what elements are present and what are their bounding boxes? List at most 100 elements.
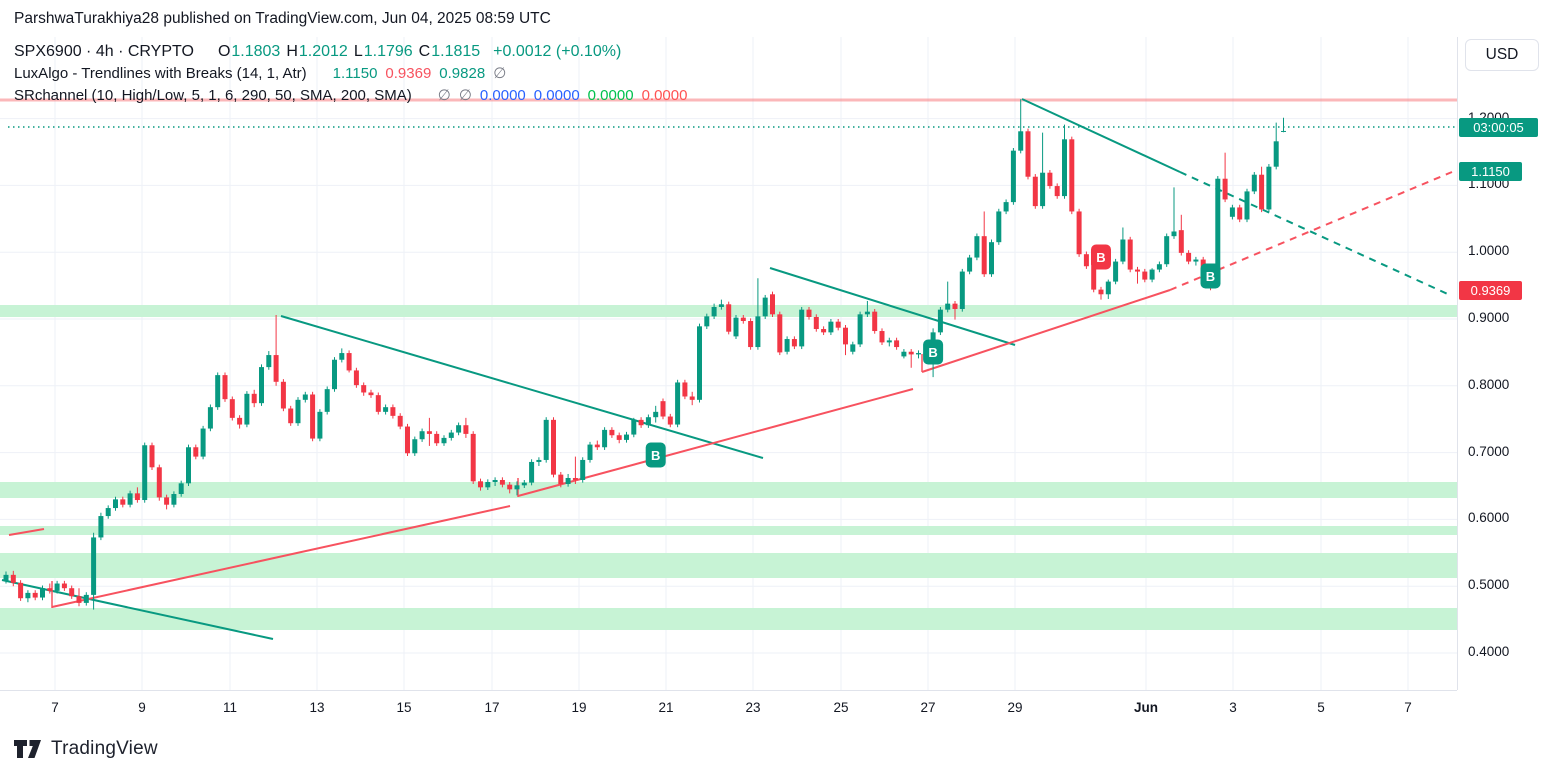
candle [631,419,637,435]
candle [149,445,155,468]
candle [200,428,206,457]
candle [864,311,870,315]
candlestick-chart[interactable]: B B B B [0,37,1457,690]
candle [1083,254,1089,267]
indicator-srchannel-name[interactable]: SRchannel (10, High/Low, 5, 1, 6, 290, 5… [14,87,412,104]
time-tick-label: 21 [658,700,674,715]
candle [10,574,16,583]
indicator-luxalgo-name[interactable]: LuxAlgo - Trendlines with Breaks (14, 1,… [14,65,307,82]
candle [580,459,586,480]
candle [361,385,367,393]
hlines-layer [0,98,1457,128]
candle [602,429,608,448]
trendlines-layer [1,98,1453,640]
candle [127,493,133,505]
candle [1164,236,1170,265]
candle [54,583,60,591]
candle [412,439,418,454]
symbol-title[interactable]: SPX6900 · 4h · CRYPTO [14,43,194,60]
candle [594,444,600,448]
candle [288,408,294,424]
candle [244,393,250,425]
candle [901,351,907,357]
time-tick-label: 29 [1007,700,1023,715]
price-tick-label: 0.5000 [1468,577,1510,593]
trendline [1,579,274,640]
candle [186,447,191,484]
candle [667,416,673,425]
indicator-row-srchannel[interactable]: SRchannel (10, High/Low, 5, 1, 6, 290, 5… [14,85,687,107]
ohlc-values: O1.1803 H1.2012 L1.1796 C1.1815 [217,43,481,60]
candle [1215,178,1221,285]
time-tick-label: 13 [309,700,325,715]
candle [916,353,921,355]
chart-canvas[interactable]: B B B B [0,37,1457,690]
svg-text:B: B [1096,250,1105,265]
candle [215,375,221,408]
published-text: ParshwaTurakhiya28 published on TradingV… [14,9,551,27]
candle [872,311,878,332]
candle [1127,239,1133,270]
candle [105,508,111,517]
candle [850,344,856,352]
candle [572,477,578,480]
candle [967,257,973,272]
candle [843,327,848,345]
time-tick-label: 5 [1317,700,1325,715]
candle [770,294,775,315]
svg-text:B: B [928,345,937,360]
candle [332,359,337,390]
price-tick-label: 1.0000 [1468,243,1510,259]
candle [1186,252,1192,262]
symbol-row[interactable]: SPX6900 · 4h · CRYPTO O1.1803 H1.2012 L1.1… [14,41,687,63]
candle [251,393,257,404]
candle [1018,131,1024,151]
candle [448,432,454,438]
candle [1003,202,1009,212]
candle [1091,266,1097,290]
candle [1281,130,1286,132]
candle [945,303,951,310]
candle [1266,166,1272,210]
candle [171,494,177,505]
sr-bands-layer [0,305,1457,630]
candle [91,537,97,595]
candle [1010,150,1016,203]
candle [791,339,797,347]
price-axis[interactable]: USD 1.20001.10001.00000.90000.80000.7000… [1457,37,1553,690]
candle [536,459,542,462]
candle [1135,269,1140,272]
candle [259,367,264,404]
candle [1076,211,1082,255]
price-tick-label: 0.7000 [1468,443,1510,459]
candle [711,306,717,317]
candle [1171,231,1177,237]
candle [470,433,476,482]
axis-badge: 03:00:05 [1459,117,1538,137]
break-markers-layer: B B B B [645,244,1221,468]
candle [1040,172,1046,207]
candle [660,401,666,417]
candle [40,588,45,598]
indicator-row-luxalgo[interactable]: LuxAlgo - Trendlines with Breaks (14, 1,… [14,63,687,85]
candle [879,331,885,343]
tradingview-logo[interactable]: TradingView [14,738,158,760]
svg-text:B: B [651,448,660,463]
trendline [1021,98,1181,173]
candle [317,411,323,439]
candle [551,419,556,475]
candle [521,482,527,486]
candle [1251,174,1257,192]
currency-button[interactable]: USD [1465,39,1539,71]
candle [207,407,213,429]
candle [981,236,987,275]
candle [886,340,892,343]
candle [76,596,82,603]
time-axis[interactable]: 7 9 11 13 15 17 19 21 23 25 27 29 Jun 3 5 7 [0,690,1457,729]
candle [113,499,118,509]
candle [609,429,615,436]
candle [346,353,352,371]
candle [178,483,184,495]
time-tick-label: 17 [484,700,500,715]
svg-text:B: B [1206,269,1215,284]
